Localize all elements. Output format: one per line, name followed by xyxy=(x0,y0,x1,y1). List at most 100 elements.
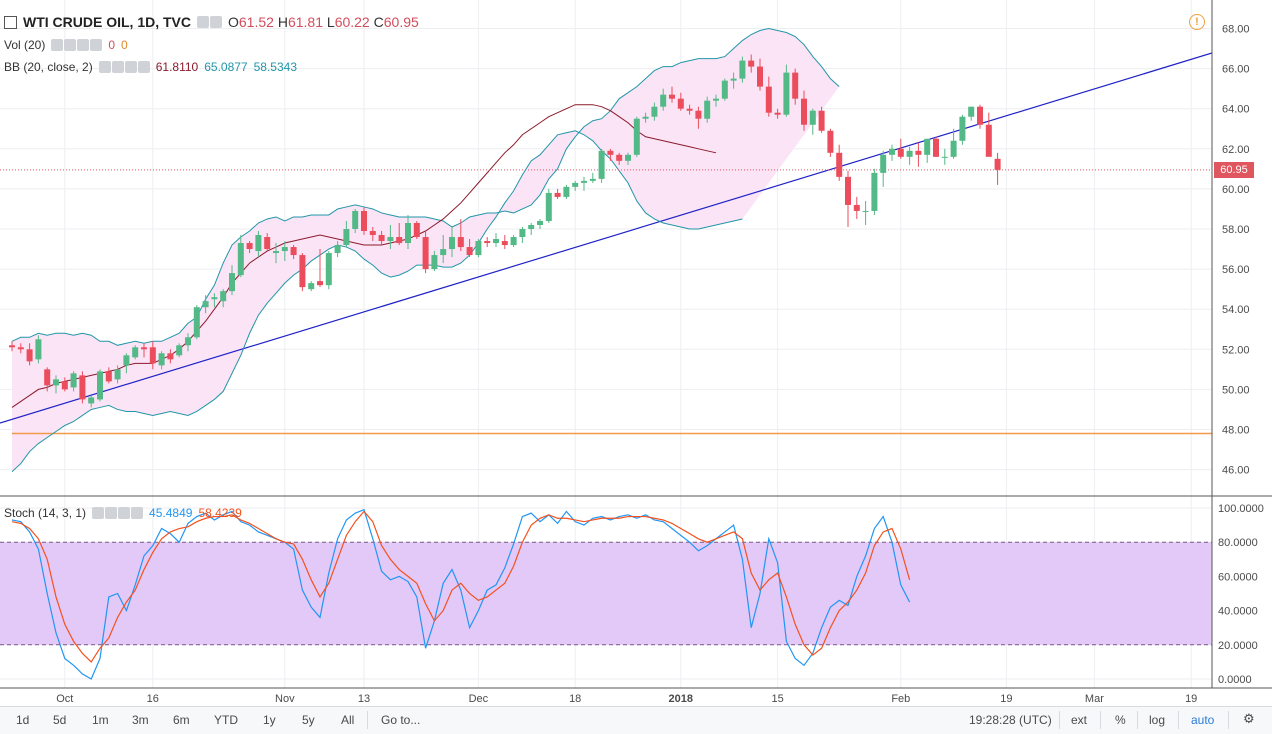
price-tick-label: 48.00 xyxy=(1222,425,1250,437)
range-3m[interactable]: 3m xyxy=(132,713,149,727)
log-toggle[interactable]: log xyxy=(1149,713,1166,727)
candle-body xyxy=(53,379,59,386)
range-5y[interactable]: 5y xyxy=(302,713,315,727)
candle-body xyxy=(475,241,482,256)
time-tick-label: Nov xyxy=(275,693,295,705)
candle-body xyxy=(792,72,799,99)
candle-body xyxy=(589,178,596,181)
candle-body xyxy=(730,78,737,81)
candle-body xyxy=(801,98,807,125)
range-all[interactable]: All xyxy=(341,713,355,727)
candle-body xyxy=(563,186,570,197)
separator xyxy=(1100,711,1101,729)
candle-body xyxy=(994,158,1001,170)
candle-body xyxy=(290,247,297,256)
candle-body xyxy=(968,106,975,117)
stoch-label[interactable]: Stoch (14, 3, 1) xyxy=(4,506,87,520)
candle-body xyxy=(941,156,948,158)
candle-body xyxy=(704,100,711,119)
time-tick-label: 16 xyxy=(147,693,159,705)
bb-upper-line xyxy=(11,27,840,346)
time-tick-label: 18 xyxy=(569,693,581,705)
volume-controls[interactable] xyxy=(51,39,103,51)
candle-body xyxy=(299,255,306,288)
stoch-legend: Stoch (14, 3, 1) 45.4849 58.4239 xyxy=(4,506,242,520)
eye-icon[interactable] xyxy=(197,16,209,28)
candle-body xyxy=(440,249,447,256)
candle-body xyxy=(713,98,719,101)
ohlc-values: O61.52 H61.81 L60.22 C60.95 xyxy=(228,14,419,30)
range-5d[interactable]: 5d xyxy=(53,713,67,727)
bb-label[interactable]: BB (20, close, 2) xyxy=(4,60,93,74)
range-ytd[interactable]: YTD xyxy=(214,713,238,727)
stoch-tick-label: 100.0000 xyxy=(1218,503,1264,515)
candle-body xyxy=(598,150,605,179)
candle-body xyxy=(915,150,922,155)
candle-body xyxy=(572,182,579,187)
price-tick-label: 52.00 xyxy=(1222,344,1250,356)
range-6m[interactable]: 6m xyxy=(173,713,190,727)
range-1y[interactable]: 1y xyxy=(263,713,276,727)
candle-body xyxy=(352,210,359,229)
candle-body xyxy=(721,80,728,99)
separator xyxy=(1059,711,1060,729)
candle-body xyxy=(862,210,869,212)
candle-body xyxy=(537,220,543,225)
series-menu-icon[interactable] xyxy=(4,15,17,29)
candle-body xyxy=(70,373,77,388)
axes xyxy=(0,0,1272,689)
candle-body xyxy=(176,345,183,356)
candle-body xyxy=(466,247,473,256)
legend-controls[interactable] xyxy=(197,16,222,28)
separator xyxy=(1178,711,1179,729)
candle-body xyxy=(783,72,790,115)
stoch-tick-label: 0.0000 xyxy=(1218,674,1252,686)
candle-body xyxy=(185,337,191,346)
separator xyxy=(1137,711,1138,729)
bb-legend: BB (20, close, 2) 61.8110 65.0877 58.534… xyxy=(4,60,297,74)
candle-body xyxy=(449,237,455,250)
candle-body xyxy=(581,180,587,183)
candle-body xyxy=(545,192,552,221)
candle-body xyxy=(405,222,411,244)
alert-icon[interactable]: ! xyxy=(1189,14,1205,30)
candle-body xyxy=(220,291,227,302)
percent-toggle[interactable]: % xyxy=(1115,713,1126,727)
goto-button[interactable]: Go to... xyxy=(381,713,421,727)
price-tick-label: 60.00 xyxy=(1222,184,1250,196)
settings-gear-icon[interactable]: ⚙ xyxy=(1243,711,1255,726)
candle-body xyxy=(308,283,315,290)
candle-body xyxy=(61,381,68,390)
settings-icon[interactable] xyxy=(210,16,222,28)
price-tick-label: 64.00 xyxy=(1222,104,1250,116)
candle-body xyxy=(264,237,271,250)
bb-upper-value: 65.0877 xyxy=(204,60,248,74)
price-tick-label: 62.00 xyxy=(1222,144,1250,156)
candle-body xyxy=(255,235,262,252)
candle-body xyxy=(114,369,121,380)
time-tick-label: Oct xyxy=(56,693,73,705)
auto-toggle[interactable]: auto xyxy=(1191,713,1215,727)
range-1d[interactable]: 1d xyxy=(16,713,30,727)
candle-body xyxy=(167,353,174,360)
candle-body xyxy=(396,237,403,244)
candle-body xyxy=(924,138,931,155)
stoch-tick-label: 40.0000 xyxy=(1218,606,1258,618)
time-tick-label: 19 xyxy=(1000,693,1012,705)
candle-body xyxy=(273,251,279,254)
volume-label[interactable]: Vol (20) xyxy=(4,38,46,52)
range-1m[interactable]: 1m xyxy=(92,713,109,727)
candle-body xyxy=(607,150,614,155)
candle-body xyxy=(651,106,658,117)
stoch-controls[interactable] xyxy=(92,507,144,519)
symbol-title[interactable]: WTI CRUDE OIL, 1D, TVC xyxy=(23,14,191,30)
price-tick-label: 66.00 xyxy=(1222,64,1250,76)
ext-toggle[interactable]: ext xyxy=(1071,713,1088,727)
candle-body xyxy=(519,229,526,238)
candle-body xyxy=(317,281,323,286)
bb-controls[interactable] xyxy=(98,61,150,73)
candle-body xyxy=(149,347,156,364)
candle-body xyxy=(933,138,939,157)
candle-body xyxy=(686,108,693,111)
candle-body xyxy=(757,66,763,87)
